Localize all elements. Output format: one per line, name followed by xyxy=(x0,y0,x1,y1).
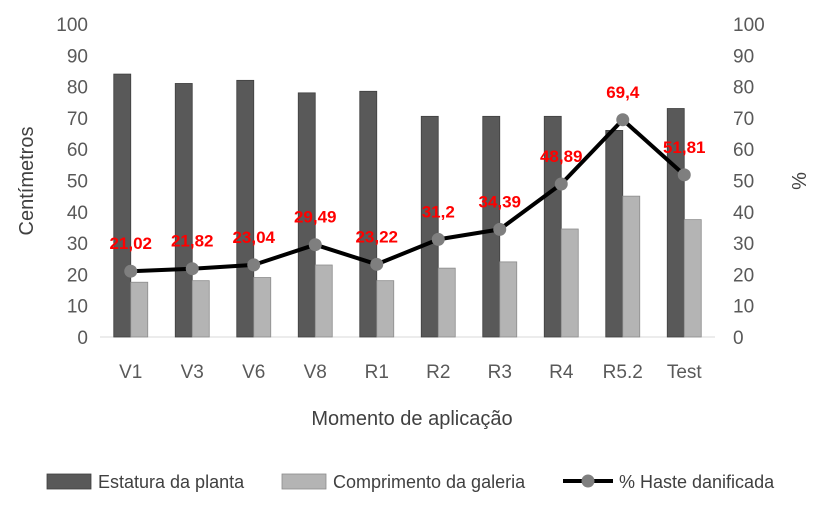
y-tick-left-label: 80 xyxy=(67,78,88,99)
bar-galeria xyxy=(683,219,702,338)
y-tick-right-label: 90 xyxy=(733,46,754,67)
bar-series xyxy=(113,73,702,338)
x-axis-ticks: V1 V3 V6 V8 R1 R2 R3 R4 R5.2 Test xyxy=(119,362,702,383)
legend-swatch-galeria xyxy=(281,473,327,490)
x-tick-label: V6 xyxy=(242,362,265,383)
y-axis-right-title: % xyxy=(789,172,811,190)
legend: Estatura da planta Comprimento da galeri… xyxy=(46,472,775,492)
bar-estatura xyxy=(236,79,255,338)
y-tick-left-label: 40 xyxy=(67,203,88,224)
data-label-haste: 29,49 xyxy=(294,208,337,227)
bar-galeria xyxy=(376,280,395,338)
y-tick-right-label: 100 xyxy=(733,15,765,36)
bar-galeria xyxy=(253,277,272,338)
marker-haste xyxy=(677,168,691,182)
line-haste xyxy=(130,117,686,274)
x-tick-label: R1 xyxy=(365,362,389,383)
y-tick-left-label: 10 xyxy=(67,297,88,318)
marker-haste xyxy=(493,222,507,236)
data-label-haste: 21,82 xyxy=(171,232,214,251)
bar-galeria xyxy=(560,228,579,338)
y-tick-right-label: 70 xyxy=(733,109,754,130)
y-tick-right-label: 60 xyxy=(733,140,754,161)
y-tick-right-label: 40 xyxy=(733,203,754,224)
x-axis-title: Momento de aplicação xyxy=(311,408,512,430)
x-tick-label: R2 xyxy=(426,362,450,383)
line-series xyxy=(124,113,691,278)
x-tick-label: R4 xyxy=(549,362,574,383)
bar-galeria xyxy=(499,261,518,338)
marker-haste xyxy=(616,113,630,127)
y-tick-right-label: 50 xyxy=(733,172,754,193)
x-tick-label: Test xyxy=(667,362,703,383)
x-tick-label: R5.2 xyxy=(603,362,643,383)
bar-galeria xyxy=(130,281,149,338)
marker-haste xyxy=(308,238,322,252)
y-tick-left-label: 30 xyxy=(67,234,88,255)
y-tick-right-label: 80 xyxy=(733,78,754,99)
data-label-haste: 34,39 xyxy=(478,192,521,211)
legend-label-haste: % Haste danificada xyxy=(619,472,775,492)
y-tick-left-label: 90 xyxy=(67,46,88,67)
data-label-haste: 51,81 xyxy=(663,138,706,157)
bar-estatura xyxy=(174,83,193,338)
marker-haste xyxy=(554,177,568,191)
marker-haste xyxy=(124,264,138,278)
y-tick-right-label: 20 xyxy=(733,265,754,286)
marker-haste xyxy=(247,258,261,272)
x-tick-label: V8 xyxy=(304,362,327,383)
data-label-haste: 48,89 xyxy=(540,147,583,166)
bar-galeria xyxy=(437,267,456,338)
bar-estatura xyxy=(113,73,132,338)
data-labels: 21,02 21,82 23,04 29,49 23,22 31,2 34,39 48,89 6… xyxy=(109,83,705,253)
y-tick-left-label: 70 xyxy=(67,109,88,130)
y-tick-left-label: 60 xyxy=(67,140,88,161)
y-tick-left-label: 50 xyxy=(67,172,88,193)
data-label-haste: 23,22 xyxy=(355,227,398,246)
y-axis-left-title: Centímetros xyxy=(16,127,38,236)
y-tick-left-label: 20 xyxy=(67,265,88,286)
bar-estatura xyxy=(297,92,316,338)
data-label-haste: 23,04 xyxy=(232,228,275,247)
legend-marker-haste xyxy=(581,474,595,488)
data-label-haste: 69,4 xyxy=(606,83,640,102)
marker-haste xyxy=(185,262,199,276)
y-tick-left-label: 0 xyxy=(77,328,88,349)
legend-label-estatura: Estatura da planta xyxy=(98,472,245,492)
bar-galeria xyxy=(622,195,641,338)
bar-estatura xyxy=(605,130,624,338)
y-tick-left-label: 100 xyxy=(56,15,88,36)
bar-galeria xyxy=(191,280,210,338)
bar-estatura xyxy=(359,90,378,338)
x-tick-label: V3 xyxy=(181,362,204,383)
data-label-haste: 21,02 xyxy=(109,234,152,253)
bar-galeria xyxy=(314,264,333,338)
data-label-haste: 31,2 xyxy=(422,202,455,221)
x-tick-label: V1 xyxy=(119,362,142,383)
marker-haste xyxy=(370,257,384,271)
marker-haste xyxy=(431,232,445,246)
legend-swatch-estatura xyxy=(46,473,92,490)
bar-estatura xyxy=(543,115,562,338)
legend-label-galeria: Comprimento da galeria xyxy=(333,472,526,492)
y-tick-right-label: 30 xyxy=(733,234,754,255)
y-tick-right-label: 10 xyxy=(733,297,754,318)
bar-estatura xyxy=(420,115,439,338)
x-tick-label: R3 xyxy=(488,362,512,383)
y-axis-left-ticks: 0 10 20 30 40 50 60 70 80 90 100 xyxy=(56,15,88,349)
y-axis-right-ticks: 0 10 20 30 40 50 60 70 80 90 100 xyxy=(733,15,765,349)
y-tick-right-label: 0 xyxy=(733,328,744,349)
